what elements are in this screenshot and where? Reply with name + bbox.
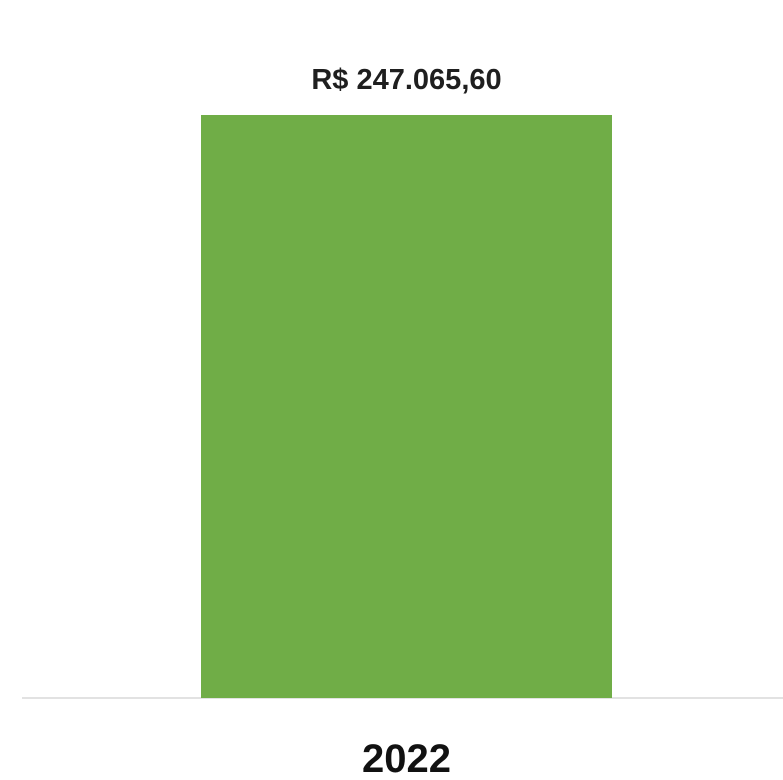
data-label-2022: R$ 247.065,60 xyxy=(311,64,501,96)
x-tick-label-2022: 2022 xyxy=(362,737,451,780)
bar-2022 xyxy=(201,115,612,698)
